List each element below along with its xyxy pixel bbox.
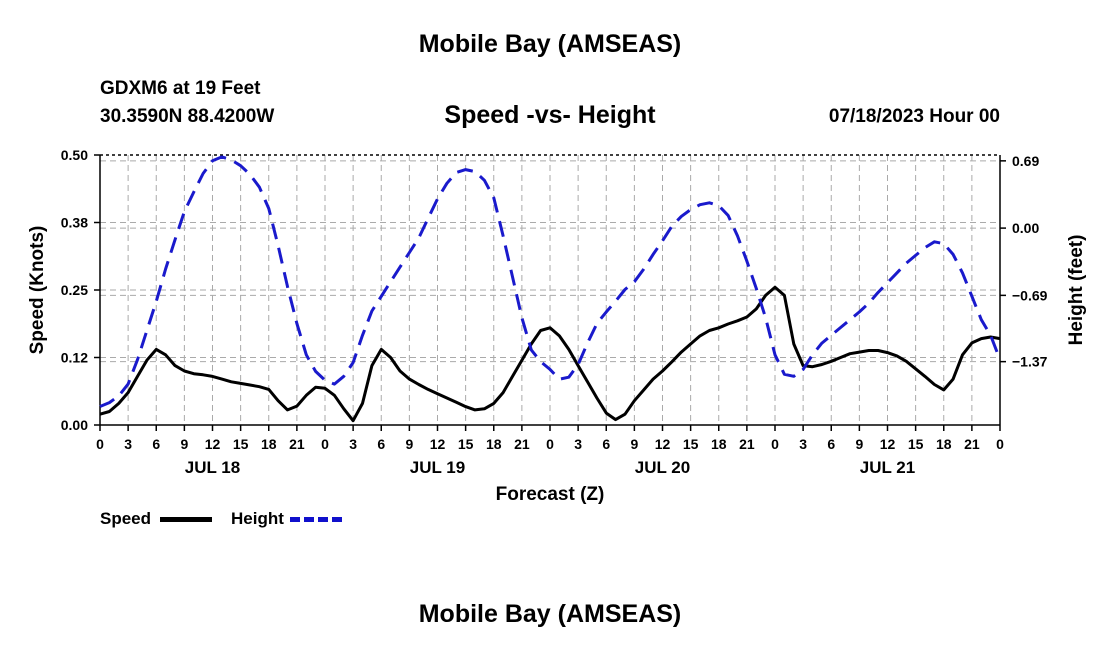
x-tick-label: 6 (827, 436, 835, 452)
y2-tick-label: −0.69 (1012, 287, 1048, 303)
y2-tick-label: −1.37 (1012, 354, 1048, 370)
x-tick-label: 18 (486, 436, 502, 452)
x-tick-label: 0 (546, 436, 554, 452)
height-series-line (99, 155, 1002, 408)
legend-height-swatch (290, 517, 342, 522)
chart-subtitle: Speed -vs- Height (444, 101, 656, 129)
x-tick-label: 3 (124, 436, 132, 452)
x-tick-label: 21 (964, 436, 980, 452)
x-tick-label: 3 (349, 436, 357, 452)
x-tick-label: 9 (630, 436, 638, 452)
x-axis-title: Forecast (Z) (496, 484, 605, 505)
x-tick-label: 3 (574, 436, 582, 452)
legend-height-label: Height (231, 509, 284, 528)
x-tick-label: 3 (799, 436, 807, 452)
x-day-label: JUL 21 (860, 458, 915, 477)
chart-main-title: Mobile Bay (AMSEAS) (418, 30, 682, 58)
x-day-label: JUL 19 (410, 458, 465, 477)
x-tick-label: 6 (152, 436, 160, 452)
y-axis-title: Speed (Knots) (27, 226, 48, 355)
x-tick-label: 12 (430, 436, 446, 452)
y2-tick-label: 0.69 (1012, 153, 1039, 169)
x-tick-label: 15 (458, 436, 474, 452)
x-tick-label: 9 (855, 436, 863, 452)
legend-speed-swatch (160, 517, 212, 522)
x-day-label: JUL 18 (185, 458, 240, 477)
y-tick-label: 0.12 (61, 350, 88, 366)
x-tick-label: 18 (261, 436, 277, 452)
x-tick-label: 0 (321, 436, 329, 452)
x-tick-label: 15 (233, 436, 249, 452)
legend-speed-label: Speed (100, 509, 152, 528)
x-tick-label: 12 (655, 436, 671, 452)
x-tick-label: 15 (683, 436, 699, 452)
coordinates-label: 30.3590N 88.4200W (100, 106, 275, 127)
x-tick-label: 12 (205, 436, 221, 452)
y2-tick-label: 0.00 (1012, 220, 1039, 236)
x-tick-label: 6 (377, 436, 385, 452)
x-tick-label: 12 (880, 436, 896, 452)
x-tick-label: 21 (739, 436, 755, 452)
station-label: GDXM6 at 19 Feet (100, 78, 261, 99)
y-tick-label: 0.25 (61, 282, 88, 298)
x-tick-label: 9 (180, 436, 188, 452)
x-tick-label: 0 (996, 436, 1004, 452)
x-tick-label: 0 (96, 436, 104, 452)
footer-title: Mobile Bay (AMSEAS) (418, 600, 682, 628)
forecast-datetime: 07/18/2023 Hour 00 (828, 106, 1000, 127)
y2-axis-title: Height (feet) (1066, 235, 1087, 346)
x-tick-label: 15 (908, 436, 924, 452)
x-tick-label: 18 (936, 436, 952, 452)
speed-series-line (99, 285, 1001, 423)
x-tick-label: 0 (771, 436, 779, 452)
x-tick-label: 6 (602, 436, 610, 452)
x-tick-label: 21 (289, 436, 305, 452)
x-day-label: JUL 20 (635, 458, 690, 477)
y-tick-label: 0.00 (61, 417, 88, 433)
x-tick-label: 21 (514, 436, 530, 452)
x-tick-label: 18 (711, 436, 727, 452)
y-tick-label: 0.50 (61, 147, 88, 163)
y-tick-label: 0.38 (61, 215, 88, 231)
x-tick-label: 9 (405, 436, 413, 452)
